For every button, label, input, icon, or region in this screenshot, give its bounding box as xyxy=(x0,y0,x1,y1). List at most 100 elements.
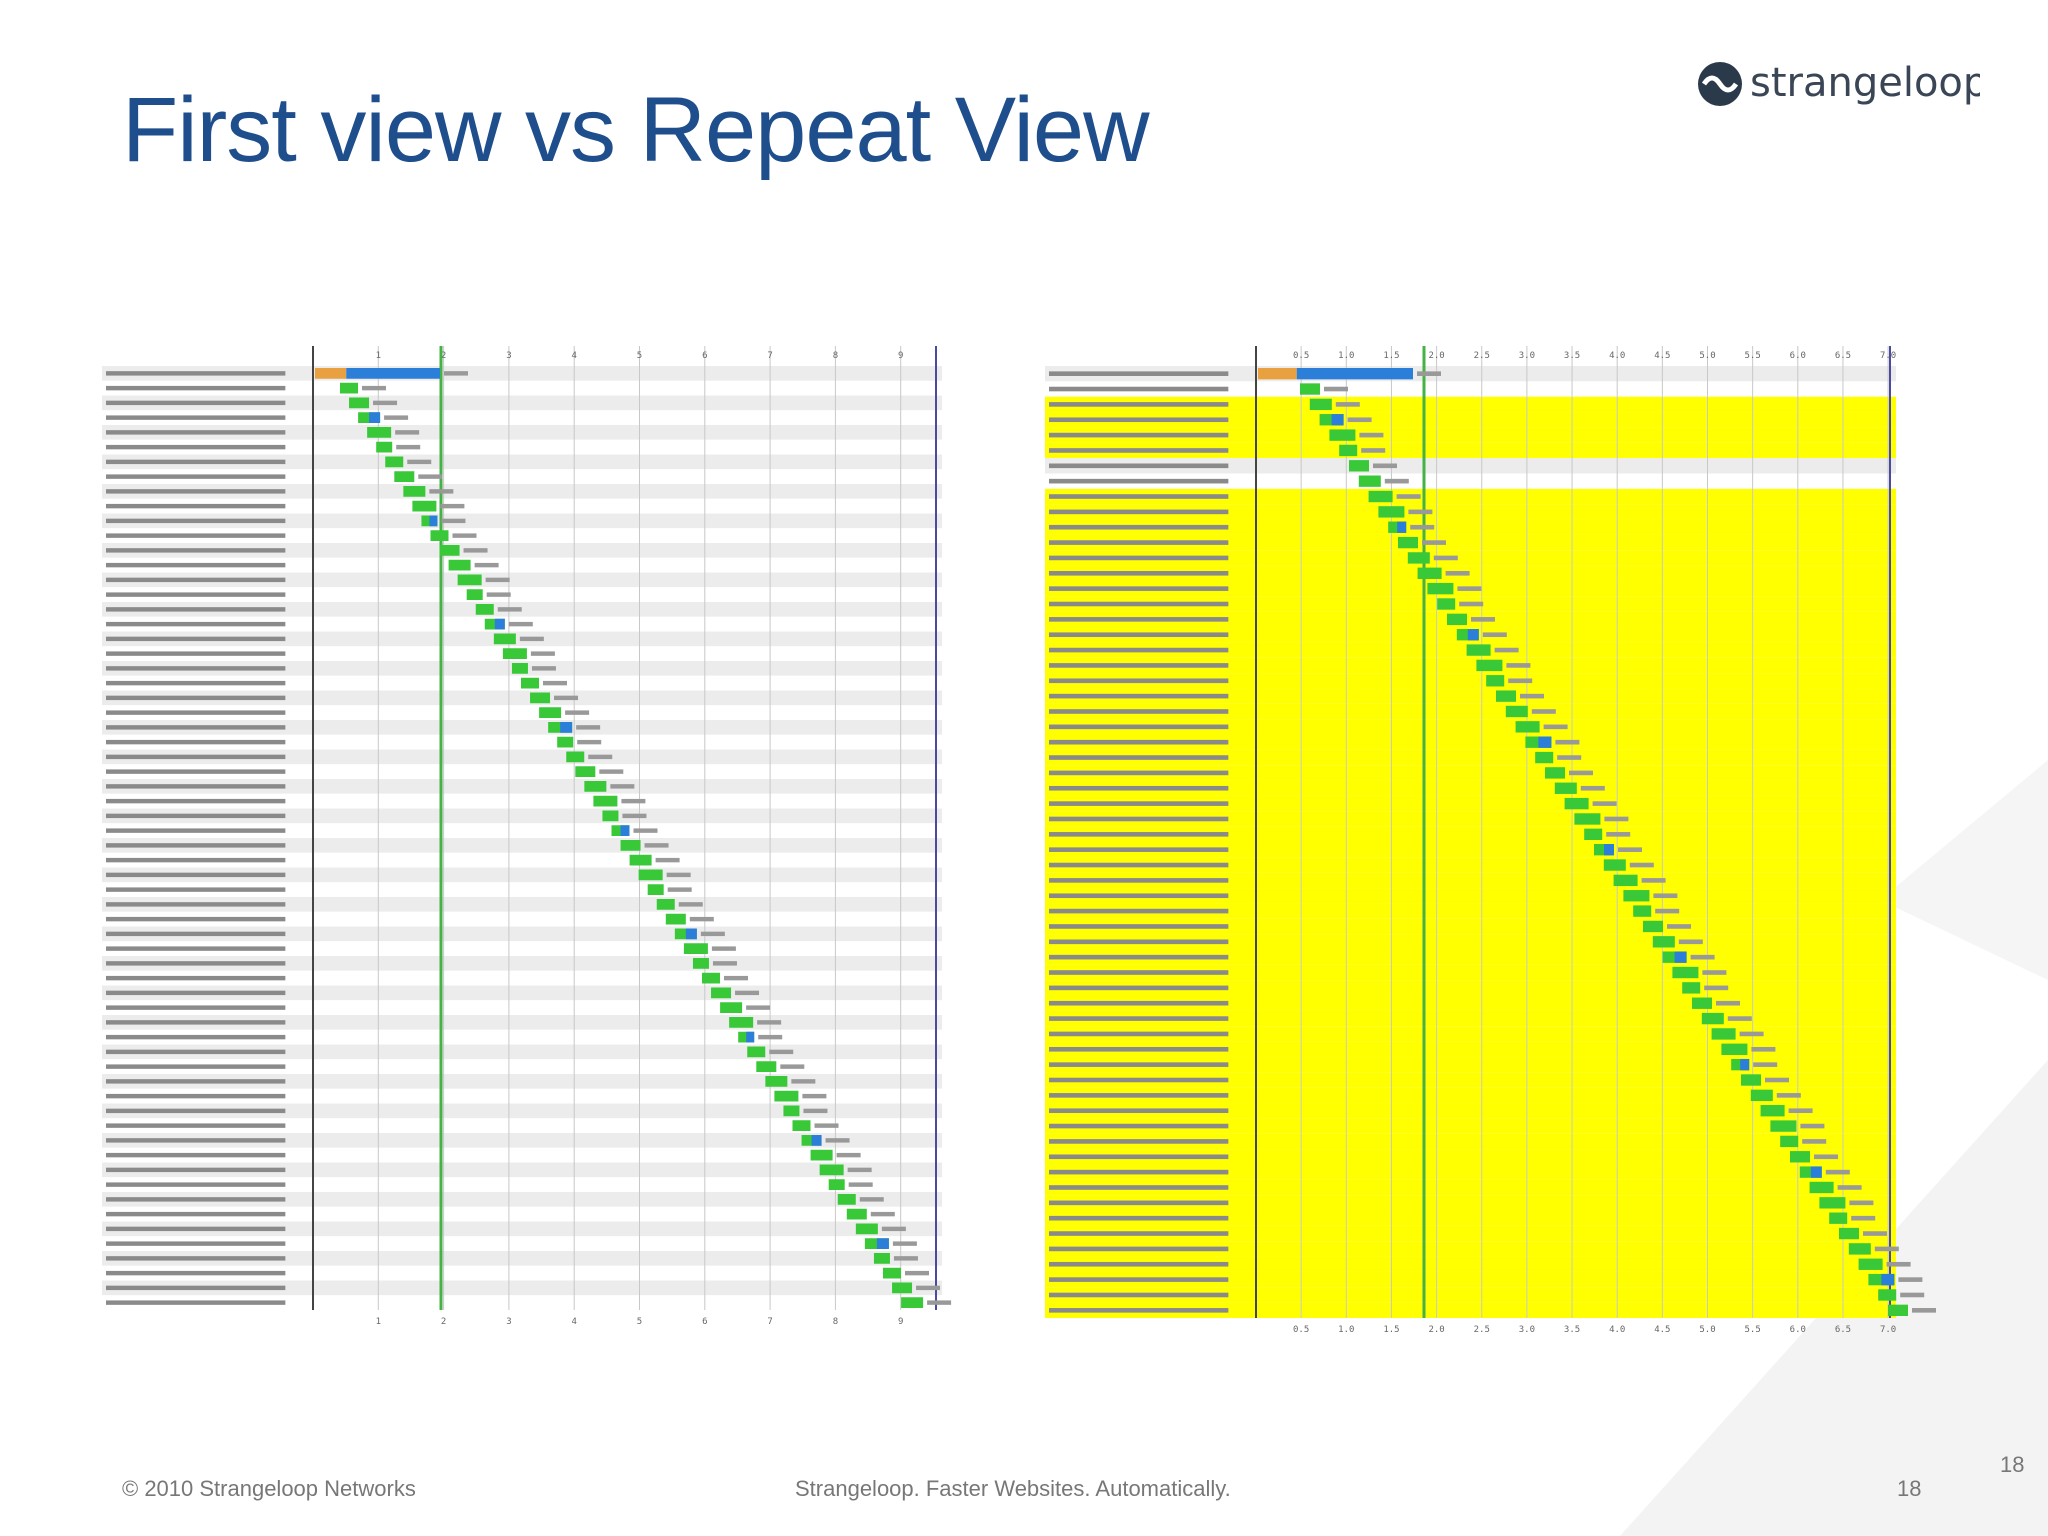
row-label xyxy=(106,651,286,656)
request-bar xyxy=(502,648,527,659)
tick-label: 5.0 xyxy=(1699,351,1715,361)
row-label xyxy=(106,489,286,494)
request-bar xyxy=(1258,368,1297,380)
request-bar xyxy=(1398,536,1418,549)
row-label xyxy=(106,1138,286,1143)
row-label xyxy=(1049,1261,1229,1267)
timing-label xyxy=(655,857,680,863)
tick-label: 7 xyxy=(767,1317,772,1327)
request-bar xyxy=(1741,1074,1761,1086)
row-bg xyxy=(1045,565,1896,581)
timing-label xyxy=(667,887,692,892)
row-bg xyxy=(1045,888,1896,904)
row-bg xyxy=(1045,1103,1896,1119)
timing-label xyxy=(633,828,658,833)
request-bar xyxy=(711,987,732,999)
timing-label xyxy=(497,607,522,612)
row-label xyxy=(106,1182,286,1187)
row-label xyxy=(1049,985,1229,991)
request-bar xyxy=(1466,644,1491,656)
row-bg xyxy=(1045,1056,1896,1073)
timing-label xyxy=(1702,970,1727,975)
row-bg xyxy=(1045,1010,1896,1027)
timing-label xyxy=(735,990,760,996)
row-label xyxy=(1049,1108,1229,1114)
tick-label: 1 xyxy=(376,1317,381,1327)
timing-label xyxy=(892,1241,917,1246)
tick-label: 1.5 xyxy=(1383,351,1399,361)
row-label xyxy=(1049,739,1229,745)
row-label xyxy=(106,1241,286,1246)
timing-label xyxy=(1384,478,1409,484)
slide-title: First view vs Repeat View xyxy=(122,79,1150,181)
request-bar xyxy=(1711,1028,1736,1040)
request-bar xyxy=(811,1135,822,1146)
row-label xyxy=(106,872,286,878)
timing-label xyxy=(1457,586,1482,591)
row-bg xyxy=(1045,519,1896,535)
request-bar xyxy=(1604,844,1614,856)
tick-label: 7 xyxy=(767,351,772,361)
row-label xyxy=(1049,555,1229,561)
timing-label xyxy=(599,769,624,774)
tick-label: 3 xyxy=(506,351,511,361)
timing-label xyxy=(791,1079,816,1084)
row-label xyxy=(1049,939,1229,945)
row-label xyxy=(106,474,286,479)
timing-label xyxy=(1851,1215,1876,1221)
request-bar xyxy=(466,589,483,600)
timing-label xyxy=(803,1108,828,1114)
row-label xyxy=(1049,1185,1229,1190)
row-label xyxy=(1049,1077,1229,1083)
row-label xyxy=(1049,1016,1229,1021)
row-label xyxy=(1049,1154,1229,1160)
row-label xyxy=(1049,1200,1229,1206)
tagline: Strangeloop. Faster Websites. Automatica… xyxy=(795,1476,1231,1501)
row-label xyxy=(106,902,286,907)
row-bg xyxy=(1045,1041,1896,1057)
row-bg xyxy=(1045,795,1896,812)
timing-label xyxy=(1422,540,1446,545)
request-bar xyxy=(1486,675,1505,687)
timing-label xyxy=(724,975,748,981)
timing-label xyxy=(396,444,421,450)
request-bar xyxy=(1848,1243,1871,1255)
row-bg xyxy=(1045,918,1896,935)
request-bar xyxy=(1505,705,1528,718)
request-bar xyxy=(683,943,708,954)
row-label xyxy=(1049,755,1229,760)
timing-label xyxy=(814,1123,839,1128)
logo: strangeloop xyxy=(1698,60,1980,106)
bg-shape xyxy=(1880,760,2048,980)
timing-label xyxy=(1765,1077,1789,1083)
row-label xyxy=(106,975,286,981)
tick-label: 2.0 xyxy=(1428,351,1444,361)
row-bg xyxy=(1045,1087,1896,1104)
request-bar xyxy=(593,795,618,807)
tick-label: 7.0 xyxy=(1880,351,1896,361)
request-bar xyxy=(1329,429,1356,441)
request-bar xyxy=(828,1179,845,1190)
timing-label xyxy=(1837,1185,1862,1190)
row-bg xyxy=(1045,442,1896,459)
timing-label xyxy=(1335,402,1360,407)
row-label xyxy=(106,680,286,686)
row-bg xyxy=(1045,458,1896,474)
tick-label: 3 xyxy=(506,1317,511,1327)
tick-label: 6 xyxy=(702,1317,707,1327)
row-label xyxy=(1049,970,1229,975)
row-label xyxy=(106,813,286,819)
timing-label xyxy=(881,1226,906,1232)
tick-label: 8 xyxy=(833,351,838,361)
row-label xyxy=(1049,924,1229,929)
tick-label: 5 xyxy=(637,351,642,361)
row-label xyxy=(106,592,286,597)
timing-label xyxy=(1704,985,1729,991)
tick-label: 7.0 xyxy=(1880,1325,1896,1335)
request-bar xyxy=(1476,659,1503,672)
tick-label: 8 xyxy=(833,1317,838,1327)
tick-label: 2.5 xyxy=(1474,1325,1490,1335)
request-bar xyxy=(1545,767,1565,779)
request-bar xyxy=(692,958,709,969)
